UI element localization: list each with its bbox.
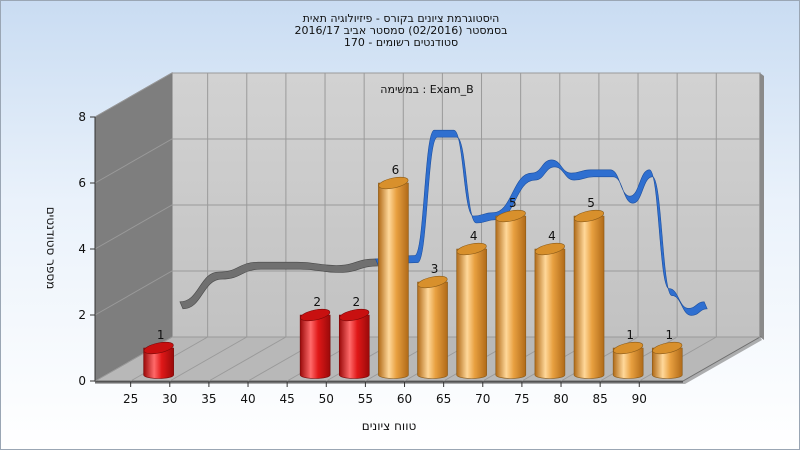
y-tick-label: 8 [78,110,86,124]
bar-value-label: 3 [431,262,439,276]
bar-value-label: 5 [587,196,595,210]
histogram-bar [573,209,605,379]
histogram-bar [378,176,409,379]
chart-title-line-1: היסטוגרמת ציונים בקורס - פיזיולוגיה תאית [302,12,500,25]
bar-cap [652,341,683,355]
bar-value-label: 1 [626,328,634,342]
histogram-bar [417,275,448,379]
y-tick-label: 0 [78,374,86,388]
x-tick-label: 75 [514,392,529,406]
x-tick-label: 50 [319,392,334,406]
histogram-bar [338,308,370,379]
bar-body [338,314,370,379]
grid-line-y [94,72,760,118]
y-tick-label: 2 [78,308,86,322]
x-tick-label: 45 [280,392,295,406]
bar-value-label: 2 [313,295,321,309]
grid-line-y [94,138,760,184]
bar-cap [456,242,487,256]
y-tick-label: 4 [78,242,86,256]
x-tick-label: 60 [397,392,412,406]
bar-cap [534,242,565,256]
histogram-bar [495,209,527,379]
bar-body [143,347,174,379]
y-tick-label: 6 [78,176,86,190]
bar-cap [143,341,174,355]
bar-cap [339,308,370,322]
y-axis-title: מספר סטודנטים [44,207,58,290]
bar-body [456,248,487,379]
x-tick-label: 35 [201,392,216,406]
bar-value-label: 1 [157,328,165,342]
bar-body [299,314,331,379]
histogram-bar [534,242,566,379]
bar-cap [300,308,331,322]
x-tick-label: 25 [123,392,138,406]
grid-line-y [94,204,760,250]
x-tick-label: 55 [358,392,373,406]
bar-cap [495,209,526,223]
bar-value-label: 6 [392,163,400,177]
bar-value-label: 2 [352,295,360,309]
histogram-bar [612,341,644,379]
histogram-bar [143,341,174,379]
bar-body [534,248,566,379]
bar-body [417,281,448,379]
exam-annotation: במשימה : Exam_B [380,83,473,96]
histogram-bar [456,242,487,379]
x-tick-label: 80 [553,392,568,406]
bar-cap [613,341,644,355]
x-tick-label: 30 [162,392,177,406]
bar-body [573,215,605,379]
trend-ribbon-blue [375,129,708,316]
floor-grid-line [169,336,248,382]
bar-value-label: 5 [509,196,517,210]
x-tick-label: 85 [593,392,608,406]
x-tick-label: 90 [632,392,647,406]
histogram-bar [299,308,331,379]
bar-cap [574,209,605,223]
chart-title-line-3: סטודנטים רשומים - 170 [343,36,459,49]
back-wall-edge [760,73,764,340]
bar-value-label: 4 [470,229,478,243]
x-tick-label: 40 [240,392,255,406]
histogram-bar [651,341,683,379]
bar-value-label: 1 [665,328,673,342]
bar-body [612,347,644,379]
bar-body [651,347,683,379]
bar-cap [378,176,409,190]
bar-cap [417,275,448,289]
x-tick-label: 70 [475,392,490,406]
bar-body [378,182,409,379]
x-tick-label: 65 [436,392,451,406]
chart-title-line-2: בסמסטר (02/2016) סמסטר אביב 2016/17 [294,24,508,37]
x-axis-title: טווח ציונים [362,419,417,433]
bar-body [495,215,527,379]
bar-value-label: 4 [548,229,556,243]
floor-grid-line [208,336,287,382]
